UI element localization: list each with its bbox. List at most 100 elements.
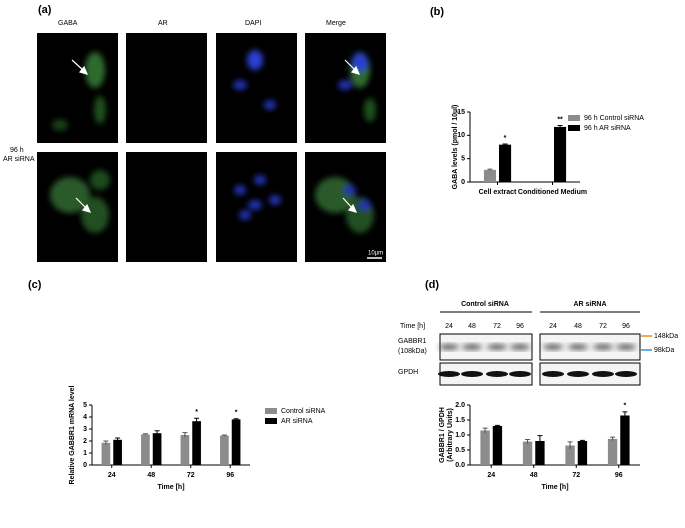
- blot-frame: [539, 362, 641, 386]
- time-tick: 72: [493, 323, 501, 330]
- marker-label: 148kDa: [654, 333, 678, 340]
- x-tick-label: 72: [187, 472, 195, 479]
- bar: [577, 441, 588, 465]
- scale-bar: 10µm: [368, 251, 383, 257]
- significance: *: [235, 410, 238, 417]
- bar: [492, 426, 503, 465]
- y-tick-label: 4: [83, 414, 87, 421]
- error-bar: [537, 435, 543, 447]
- error-bar: [557, 125, 563, 129]
- micrograph: [126, 33, 207, 143]
- column-header: GABA: [58, 20, 78, 27]
- y-axis-label: (Arbitrary Units): [447, 408, 454, 462]
- y-tick-label: 10: [457, 132, 465, 139]
- error-bar: [579, 439, 585, 442]
- blot-band: [487, 344, 507, 350]
- x-tick-label: 96: [226, 472, 234, 479]
- legend-label: 96 h AR siRNA: [584, 125, 631, 132]
- time-tick: 48: [574, 323, 582, 330]
- blot-band: [592, 371, 614, 377]
- y-tick-label: 2: [83, 438, 87, 445]
- significance: *: [195, 409, 198, 416]
- legend-label: 96 h Control siRNA: [584, 115, 644, 122]
- micrograph: [37, 33, 118, 143]
- bar: [483, 169, 496, 182]
- x-tick-label: Cell extract: [479, 189, 517, 196]
- bar: [220, 435, 229, 465]
- micrograph: [216, 33, 297, 143]
- blot-band: [510, 344, 530, 350]
- row-label: 96 h: [10, 147, 24, 154]
- y-tick-label: 15: [457, 109, 465, 116]
- y-tick-label: 0.5: [455, 447, 465, 454]
- time-tick: 96: [622, 323, 630, 330]
- bar: [113, 439, 122, 465]
- blot-group: AR siRNA: [573, 301, 606, 308]
- y-tick-label: 0: [461, 179, 465, 186]
- y-tick-label: 3: [83, 426, 87, 433]
- error-bar: [487, 168, 493, 171]
- y-axis-label: Relative GABBR1 mRNA level: [69, 385, 76, 484]
- column-header: Merge: [326, 20, 346, 27]
- bar: [554, 126, 567, 182]
- column-header: DAPI: [245, 20, 261, 27]
- column-header: AR: [158, 20, 168, 27]
- arrows: [71, 59, 361, 213]
- error-bar: [142, 433, 148, 435]
- y-axis-label: GABA levels (pmol / 10µl): [452, 105, 459, 190]
- error-bar: [622, 411, 628, 420]
- bar: [535, 441, 545, 465]
- panel-label: (b): [430, 6, 444, 18]
- panel-label: (d): [425, 279, 439, 291]
- legend-swatch: [265, 418, 277, 424]
- blot-band: [593, 344, 613, 350]
- x-tick-label: 96: [615, 472, 623, 479]
- bar: [607, 438, 618, 465]
- blot-band: [462, 344, 482, 350]
- marker-label: 98kDa: [654, 347, 674, 354]
- blot-group: Control siRNA: [461, 301, 509, 308]
- x-tick-label: Conditioned Medium: [518, 189, 587, 196]
- x-axis-label: Time [h]: [541, 484, 568, 491]
- bar: [180, 435, 190, 465]
- panel-label: (a): [38, 4, 52, 16]
- panel-label: (c): [28, 279, 42, 291]
- blot-band: [509, 371, 531, 377]
- x-tick-label: 24: [108, 472, 116, 479]
- error-bar: [482, 427, 488, 433]
- legend-swatch: [265, 408, 277, 414]
- y-tick-label: 5: [461, 156, 465, 163]
- significance: *: [504, 135, 507, 142]
- blot-row-label: GABBR1: [398, 338, 427, 345]
- legend-swatch: [568, 125, 580, 131]
- bar: [480, 430, 490, 465]
- time-tick: 24: [445, 323, 453, 330]
- cells: [50, 50, 376, 233]
- bar: [101, 442, 111, 465]
- error-bar: [154, 430, 160, 436]
- time-label: Time [h]: [400, 323, 425, 330]
- blot-band: [568, 344, 588, 350]
- x-tick-label: 72: [572, 472, 580, 479]
- y-tick-label: 0: [83, 462, 87, 469]
- bar: [620, 415, 630, 465]
- time-tick: 48: [468, 323, 476, 330]
- x-tick-label: 48: [147, 472, 155, 479]
- blot-band: [567, 371, 589, 377]
- significance: *: [624, 403, 627, 410]
- time-tick: 72: [599, 323, 607, 330]
- bar: [192, 421, 201, 465]
- micrograph: [126, 152, 207, 262]
- blot-band: [439, 344, 459, 350]
- bar: [499, 144, 512, 182]
- blot-band: [542, 371, 564, 377]
- blot-band: [461, 371, 483, 377]
- bar: [141, 434, 150, 465]
- y-tick-label: 5: [83, 402, 87, 409]
- legend-swatch: [568, 115, 580, 121]
- error-bar: [525, 439, 531, 444]
- x-tick-label: 24: [487, 472, 495, 479]
- error-bar: [115, 437, 121, 442]
- error-bar: [502, 143, 508, 146]
- y-tick-label: 1.0: [455, 432, 465, 439]
